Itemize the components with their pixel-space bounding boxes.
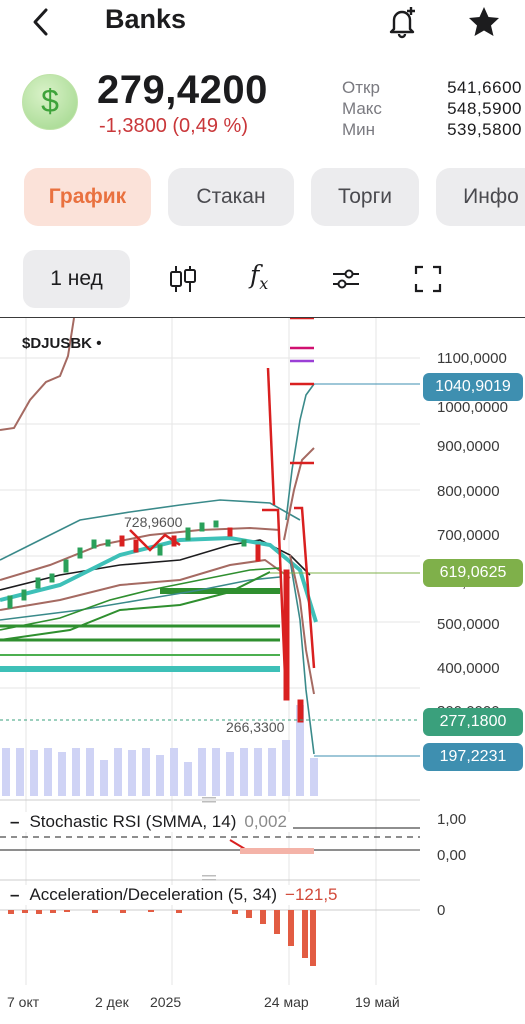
chart-top-divider — [0, 317, 525, 318]
price-stats: Откр 541,6600 Макс 548,5900 Мин 539,5800 — [342, 77, 522, 140]
bell-plus-icon[interactable] — [384, 4, 420, 40]
support-levels — [0, 588, 280, 672]
last-price: 279,4200 — [97, 68, 268, 112]
y-tick: 500,0000 — [437, 616, 500, 633]
tab-chart[interactable]: График — [24, 168, 151, 226]
stoch-tick: 1,00 — [437, 811, 467, 828]
tab-order-book[interactable]: Стакан — [168, 168, 294, 226]
star-icon[interactable] — [466, 4, 502, 40]
period-selector[interactable]: 1 нед — [23, 250, 130, 308]
tab-trades[interactable]: Торги — [311, 168, 419, 226]
settings-sliders-icon[interactable] — [329, 262, 363, 296]
chart-grid — [0, 318, 420, 985]
y-tick: 700,0000 — [437, 527, 500, 544]
x-label: 2 дек — [95, 994, 129, 1010]
fullscreen-icon[interactable] — [411, 262, 445, 296]
price-badge-last: 277,1800 — [423, 708, 523, 736]
x-label: 19 май — [355, 994, 400, 1010]
function-icon[interactable]: fx — [250, 260, 269, 293]
annotation-high: 728,9600 — [124, 514, 183, 530]
y-tick: 1000,0000 — [437, 399, 508, 416]
candlestick-icon[interactable] — [166, 262, 200, 296]
volume-bars — [2, 705, 318, 796]
candles — [7, 520, 304, 723]
x-label: 2025 — [150, 994, 182, 1010]
y-tick: 400,0000 — [437, 660, 500, 677]
ac-tick: 0 — [437, 902, 446, 919]
tab-info[interactable]: Инфо — [436, 168, 525, 226]
price-badge-mid: 619,0625 — [423, 559, 523, 587]
stat-open: Откр 541,6600 — [342, 78, 522, 97]
dollar-coin-icon: $ — [22, 74, 78, 130]
stoch-tick: 0,00 — [437, 847, 467, 864]
y-tick: 1100,0000 — [437, 350, 507, 367]
ac-indicator-label[interactable]: – Acceleration/Deceleration (5, 34) −121,5 — [0, 885, 344, 905]
x-label: 24 мар — [264, 994, 309, 1010]
panel-resize-handles — [202, 797, 216, 881]
stat-low: Мин 539,5800 — [342, 120, 522, 139]
stoch-rsi-label[interactable]: – Stochastic RSI (SMMA, 14) 0,002 — [0, 812, 293, 832]
price-chart[interactable] — [0, 318, 525, 1024]
indicator-lines — [0, 318, 420, 757]
price-change: -1,3800 (0,49 %) — [99, 115, 248, 137]
chart-symbol[interactable]: $DJUSBK • — [22, 335, 102, 352]
price-badge-upper: 1040,9019 — [423, 373, 523, 401]
x-label: 7 окт — [7, 994, 40, 1010]
annotation-low: 266,3300 — [226, 719, 285, 735]
price-badge-lower: 197,2231 — [423, 743, 523, 771]
top-bar: Banks — [0, 0, 525, 44]
chevron-left-icon[interactable] — [26, 4, 56, 40]
stat-high: Макс 548,5900 — [342, 99, 522, 118]
page-title: Banks — [105, 4, 187, 34]
y-tick: 900,0000 — [437, 438, 500, 455]
y-tick: 800,0000 — [437, 483, 500, 500]
